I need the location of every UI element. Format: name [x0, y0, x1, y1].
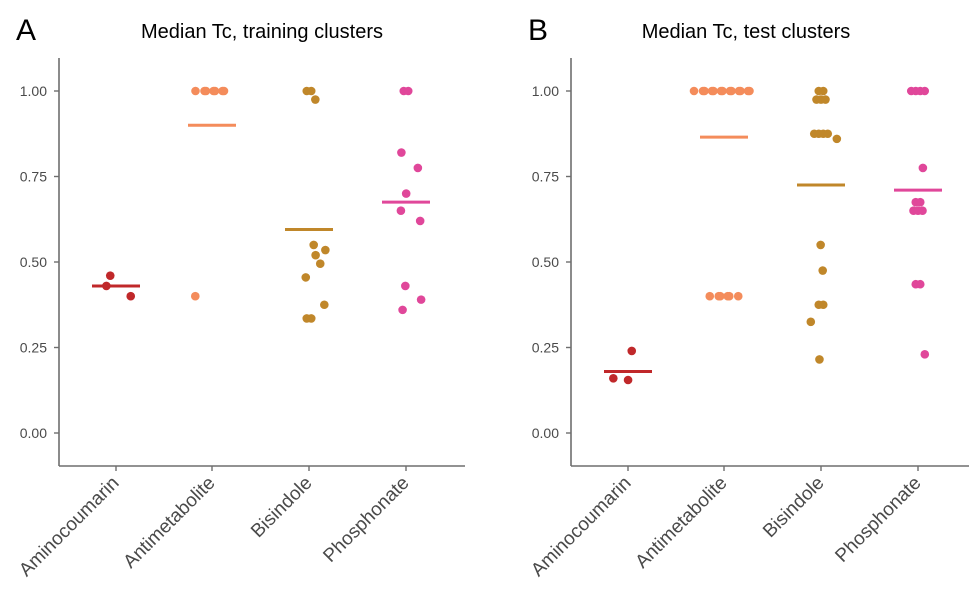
data-point: [920, 86, 930, 96]
chart-title: Median Tc, test clusters: [642, 21, 851, 43]
data-point: [823, 129, 833, 139]
data-point: [705, 291, 715, 301]
data-point: [609, 373, 618, 383]
data-point: [306, 314, 316, 323]
data-point: [315, 259, 325, 269]
data-point: [311, 95, 320, 104]
data-point: [413, 163, 423, 173]
data-point: [623, 375, 633, 385]
y-tick-label: 1.00: [20, 83, 47, 99]
data-point: [832, 134, 842, 144]
data-point: [200, 86, 209, 96]
data-point: [415, 216, 425, 226]
data-point: [723, 291, 733, 301]
y-tick-label: 0.00: [532, 425, 559, 441]
data-point: [401, 281, 410, 291]
x-tick-label: Aminocoumarin: [527, 473, 635, 581]
x-tick-label: Phosphonate: [319, 473, 413, 567]
data-point: [733, 291, 743, 301]
data-point: [416, 295, 426, 304]
data-point: [627, 346, 637, 356]
data-point: [309, 240, 318, 250]
data-point: [311, 250, 320, 260]
data-point: [707, 86, 717, 96]
y-tick-label: 0.75: [532, 169, 559, 185]
data-point: [301, 273, 311, 282]
panel-label: A: [16, 14, 36, 47]
data-point: [190, 291, 200, 301]
data-point: [403, 86, 413, 96]
data-point: [918, 163, 928, 173]
data-point: [209, 86, 218, 96]
data-point: [396, 206, 406, 215]
data-point: [321, 245, 330, 255]
y-tick-label: 0.00: [20, 425, 47, 441]
y-tick-label: 0.25: [532, 340, 559, 356]
panel-training-clusters: A Median Tc, training clusters 0.00 0.25 0…: [15, 14, 465, 581]
data-point: [816, 240, 825, 250]
y-tick-label: 0.50: [20, 254, 47, 270]
data-point: [397, 148, 406, 157]
data-point: [102, 281, 111, 291]
panel-test-clusters: B Median Tc, test clusters 0.00 0.25 0.50 0…: [527, 14, 969, 581]
x-tick-label: Bisindole: [759, 473, 828, 542]
data-point: [398, 305, 407, 315]
data-point: [320, 300, 329, 310]
y-tick-label: 1.00: [532, 83, 559, 99]
x-tick-label: Antimetabolite: [632, 473, 732, 573]
y-tick-label: 0.75: [20, 169, 47, 185]
y-tick-label: 0.50: [532, 254, 559, 270]
data-point: [815, 355, 824, 364]
data-point: [915, 279, 925, 289]
data-point: [806, 317, 816, 327]
x-tick-label: Phosphonate: [831, 473, 925, 567]
data-point: [714, 291, 724, 301]
data-point: [818, 300, 828, 310]
y-tick-label: 0.25: [20, 340, 47, 356]
data-point: [306, 86, 316, 96]
panel-label: B: [528, 14, 548, 47]
x-tick-label: Aminocoumarin: [15, 473, 123, 581]
data-point: [734, 86, 744, 96]
chart-title: Median Tc, training clusters: [141, 21, 383, 43]
data-point: [716, 86, 726, 96]
data-point: [401, 189, 411, 198]
data-point: [818, 86, 828, 96]
data-point: [918, 206, 927, 215]
x-tick-label: Antimetabolite: [120, 473, 220, 573]
data-point: [725, 86, 735, 96]
data-point: [818, 266, 828, 275]
data-point: [218, 86, 227, 96]
data-point: [821, 95, 830, 104]
data-point: [105, 271, 115, 280]
x-tick-label: Bisindole: [247, 473, 316, 542]
data-point: [920, 350, 930, 359]
data-point: [698, 86, 708, 96]
data-point: [126, 291, 136, 301]
data-point: [689, 86, 699, 96]
data-point: [191, 86, 200, 96]
data-point: [915, 197, 925, 207]
data-point: [743, 86, 753, 96]
